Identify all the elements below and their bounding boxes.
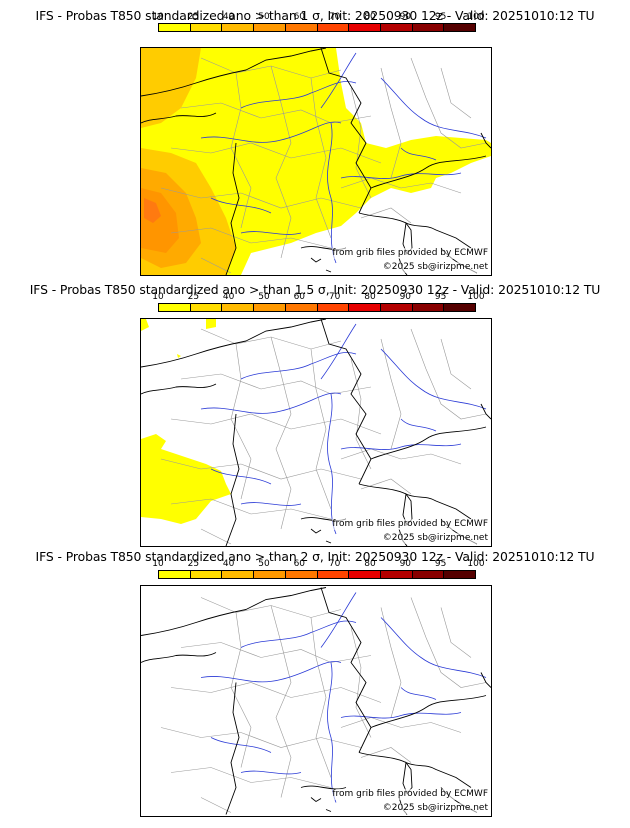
colorbar-swatch: [380, 24, 413, 31]
colorbar-swatch: [254, 24, 286, 31]
panel-title: IFS - Probas T850 standardized ano > tha…: [35, 8, 595, 23]
prob-area-10: [141, 319, 149, 331]
colorbar-tick: 25: [187, 12, 200, 22]
colorbar-tick: 100: [467, 559, 485, 569]
colorbar-tick: 25: [187, 292, 200, 302]
colorbar-swatch: [190, 304, 223, 311]
map-panel-3: IFS - Probas T850 standardized ano > tha…: [0, 549, 630, 828]
probability-map: from grib files provided by ECMWF ©2025 …: [140, 47, 492, 276]
panel-title: IFS - Probas T850 standardized ano > tha…: [35, 549, 595, 564]
colorbar-tick: 100: [467, 12, 485, 22]
panel-title: IFS - Probas T850 standardized ano > tha…: [29, 282, 601, 297]
colorbar-swatch: [190, 571, 223, 578]
copyright-credit: ©2025 sb@irizpme.net: [382, 262, 488, 273]
colorbar-tick: 100: [467, 292, 485, 302]
colorbar-swatch: [285, 24, 318, 31]
colorbar-tick: 50: [258, 559, 270, 569]
source-credit: from grib files provided by ECMWF: [332, 248, 488, 259]
colorbar-swatch: [412, 304, 445, 311]
colorbar-tick: 40: [222, 12, 235, 22]
colorbar-swatch: [444, 571, 476, 578]
colorbar-ticks: 10 25 40 50 60 70 80 90 95 100: [152, 292, 484, 303]
colorbar-swatch: [317, 571, 350, 578]
colorbar-swatch: [444, 24, 476, 31]
colorbar-tick: 70: [328, 12, 341, 22]
colorbar-tick: 90: [399, 12, 412, 22]
colorbar-swatch: [222, 304, 255, 311]
colorbar-tick: 95: [434, 559, 447, 569]
colorbar-tick: 10: [152, 12, 164, 22]
colorbar-swatch: [159, 571, 191, 578]
colorbar-tick: 10: [152, 292, 164, 302]
colorbar-ticks: 10 25 40 50 60 70 80 90 95 100: [152, 559, 484, 570]
prob-area-10: [177, 354, 181, 358]
probability-map: from grib files provided by ECMWF ©2025 …: [140, 585, 492, 817]
colorbar-swatch: [159, 304, 191, 311]
map-svg: [141, 587, 491, 815]
colorbar-swatch: [317, 304, 350, 311]
colorbar-swatch: [349, 571, 381, 578]
map-panel-1: IFS - Probas T850 standardized ano > tha…: [0, 0, 630, 276]
colorbar-tick: 60: [293, 292, 306, 302]
colorbar-swatch: [412, 571, 445, 578]
colorbar: [158, 303, 476, 312]
colorbar-tick: 60: [293, 559, 306, 569]
colorbar-tick: 60: [293, 12, 306, 22]
colorbar-swatch: [349, 24, 381, 31]
prob-area-10: [206, 319, 216, 329]
colorbar-swatch: [159, 24, 191, 31]
probability-map: from grib files provided by ECMWF ©2025 …: [140, 318, 492, 547]
colorbar-tick: 95: [434, 292, 447, 302]
colorbar: [158, 23, 476, 32]
colorbar-swatch: [222, 24, 255, 31]
colorbar-swatch: [349, 304, 381, 311]
colorbar-tick: 80: [364, 12, 376, 22]
colorbar-swatch: [317, 24, 350, 31]
colorbar: [158, 570, 476, 579]
colorbar-tick: 50: [258, 12, 270, 22]
colorbar-swatch: [254, 304, 286, 311]
copyright-credit: ©2025 sb@irizpme.net: [382, 533, 488, 544]
colorbar-tick: 90: [399, 559, 412, 569]
colorbar-tick: 40: [222, 292, 235, 302]
prob-area-10: [141, 434, 231, 524]
colorbar-swatch: [285, 304, 318, 311]
colorbar-tick: 10: [152, 559, 164, 569]
prob-area-60: [144, 198, 161, 223]
colorbar-swatch: [412, 24, 445, 31]
colorbar-tick: 70: [328, 292, 341, 302]
colorbar-tick: 25: [187, 559, 200, 569]
prob-area-25: [141, 48, 201, 128]
colorbar-swatch: [285, 571, 318, 578]
map-panel-2: IFS - Probas T850 standardized ano > tha…: [0, 276, 630, 552]
colorbar-tick: 50: [258, 292, 270, 302]
map-svg: [141, 48, 491, 275]
colorbar-tick: 80: [364, 559, 376, 569]
source-credit: from grib files provided by ECMWF: [332, 789, 488, 800]
colorbar-swatch: [190, 24, 223, 31]
colorbar-swatch: [254, 571, 286, 578]
colorbar-tick: 70: [328, 559, 341, 569]
colorbar-ticks: 10 25 40 50 60 70 80 90 95 100: [152, 12, 484, 23]
colorbar-swatch: [380, 571, 413, 578]
source-credit: from grib files provided by ECMWF: [332, 519, 488, 530]
prob-area-10: [141, 48, 491, 275]
map-svg: [141, 319, 491, 546]
colorbar-tick: 95: [434, 12, 447, 22]
colorbar-tick: 80: [364, 292, 376, 302]
colorbar-swatch: [380, 304, 413, 311]
colorbar-swatch: [222, 571, 255, 578]
copyright-credit: ©2025 sb@irizpme.net: [382, 803, 488, 814]
colorbar-tick: 90: [399, 292, 412, 302]
colorbar-tick: 40: [222, 559, 235, 569]
colorbar-swatch: [444, 304, 476, 311]
